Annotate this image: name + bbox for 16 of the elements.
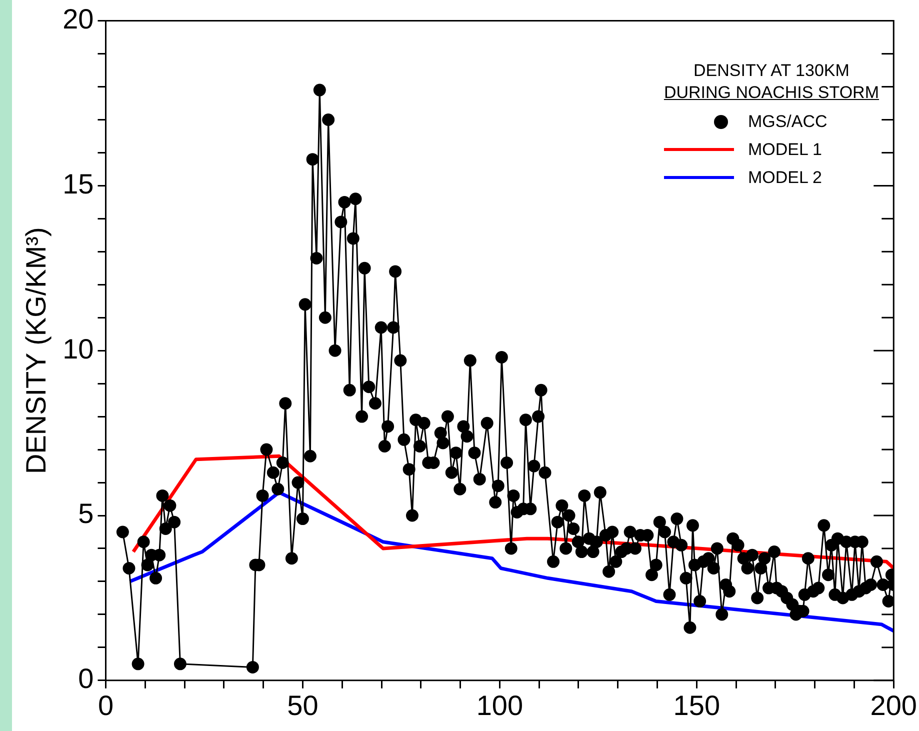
- annotation: DENSITY AT 130KM: [692, 60, 850, 82]
- x-tick-label: 150: [673, 690, 720, 721]
- annotation: DURING NOACHIS STORM: [664, 82, 879, 104]
- x-tick-label: 50: [287, 690, 318, 721]
- legend-label: MGS/ACC: [748, 112, 828, 132]
- legend-label: MODEL 2: [748, 168, 822, 188]
- y-tick-label: 0: [78, 663, 94, 694]
- y-tick-label: 10: [62, 333, 94, 364]
- x-tick-label: 200: [870, 690, 917, 721]
- y-axis-title: DENSITY (KG/KM³): [20, 227, 52, 474]
- x-tick-label: 100: [476, 690, 524, 721]
- y-tick-label: 20: [62, 4, 94, 35]
- y-tick-label: 15: [62, 168, 94, 200]
- x-tick-label: 0: [98, 690, 114, 721]
- legend-label: MODEL 1: [748, 140, 822, 160]
- y-tick-label: 5: [78, 498, 94, 530]
